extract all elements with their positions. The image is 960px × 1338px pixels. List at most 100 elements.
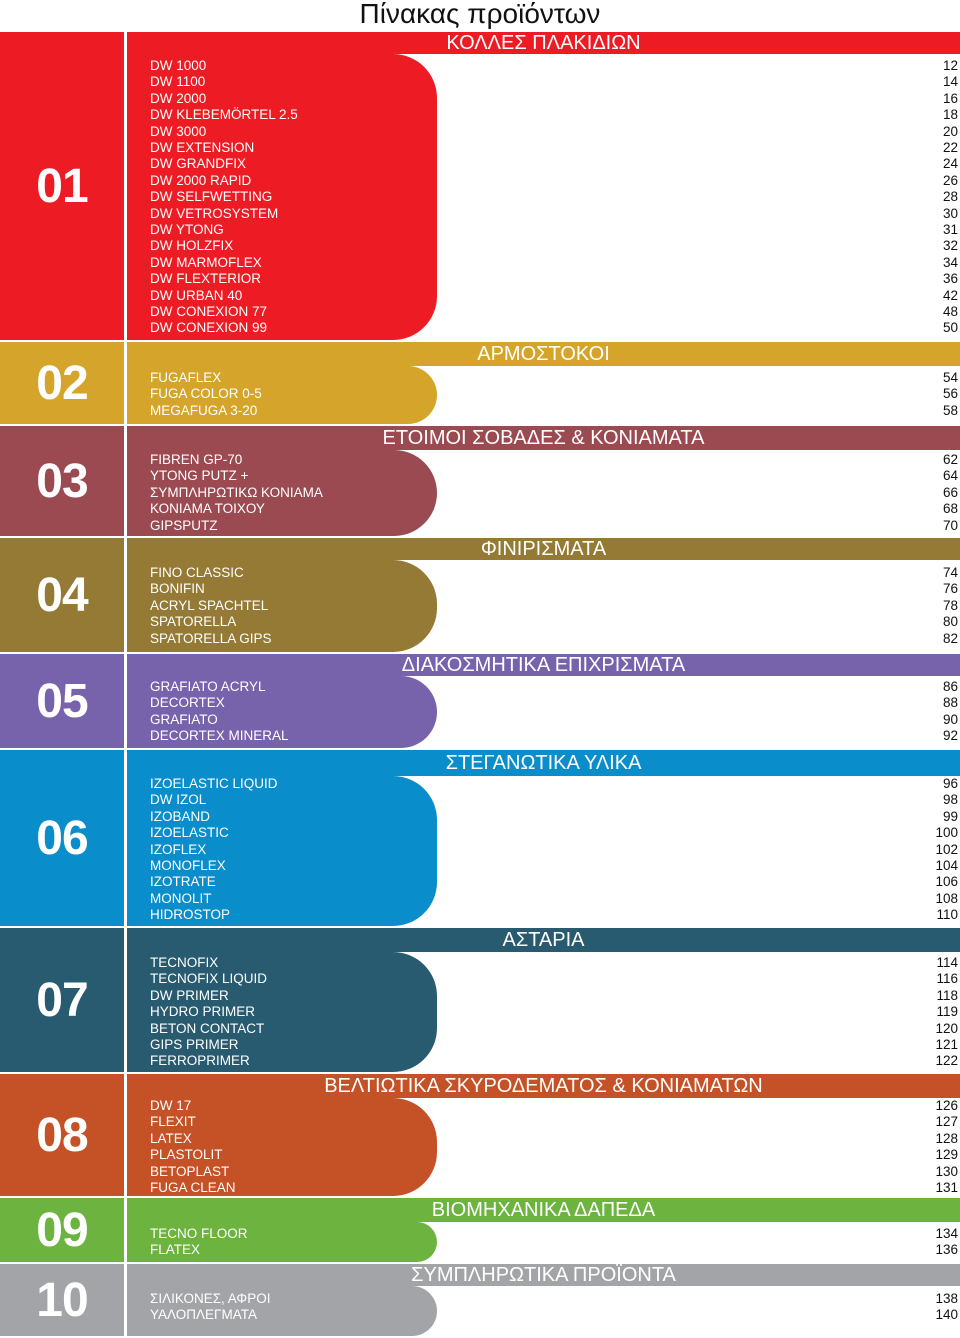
page-title: Πίνακας προϊόντων bbox=[359, 0, 601, 29]
section-number: 09 bbox=[0, 1198, 124, 1262]
page-number: 131 bbox=[935, 1180, 958, 1195]
page-number: 108 bbox=[935, 890, 958, 906]
page-number: 127 bbox=[935, 1114, 958, 1130]
page-number: 99 bbox=[942, 808, 958, 824]
list-item: MONOFLEX 104 bbox=[150, 858, 958, 874]
product-name: FLEXIT bbox=[150, 1114, 196, 1130]
list-item: SPATORELLA 80 bbox=[150, 614, 958, 630]
product-name: HYDRO PRIMER bbox=[150, 1004, 256, 1020]
page-number: 98 bbox=[942, 792, 958, 808]
list-item: DW KLEBEMÖRTEL 2.5 18 bbox=[150, 107, 958, 123]
product-name: IZOELASTIC LIQUID bbox=[150, 776, 278, 791]
product-name: DW URBAN 40 bbox=[150, 287, 243, 303]
product-name: DW 2000 RAPID bbox=[150, 172, 252, 188]
list-item: BETOPLAST 130 bbox=[150, 1164, 958, 1180]
page-number: 54 bbox=[942, 370, 958, 385]
section-panel bbox=[127, 366, 437, 424]
section-number: 06 bbox=[0, 750, 124, 926]
list-item: FUGAFLEX 54 bbox=[150, 370, 958, 386]
product-name: DW IZOL bbox=[150, 792, 207, 808]
page-number: 129 bbox=[935, 1147, 958, 1163]
product-name: FLATEX bbox=[150, 1242, 201, 1258]
page-number: 74 bbox=[942, 565, 958, 580]
product-name: IZOFLEX bbox=[150, 841, 207, 857]
product-name: IZOTRATE bbox=[150, 874, 216, 890]
page-number: 22 bbox=[942, 140, 958, 155]
page-number: 136 bbox=[935, 1242, 958, 1258]
list-item: DW 3000 20 bbox=[150, 124, 958, 140]
page-number: 70 bbox=[942, 517, 958, 533]
product-name: LATEX bbox=[150, 1130, 192, 1146]
list-item: IZOTRATE 106 bbox=[150, 874, 958, 890]
page-number: 31 bbox=[942, 222, 958, 237]
list-item: FUGA CLEAN 131 bbox=[150, 1180, 958, 1196]
list-item: IZOBAND 99 bbox=[150, 809, 958, 825]
product-name: DW KLEBEMÖRTEL 2.5 bbox=[150, 107, 298, 123]
page-number: 122 bbox=[935, 1053, 958, 1069]
page-number: 110 bbox=[936, 907, 958, 923]
section-number: 02 bbox=[0, 342, 124, 424]
page-number: 26 bbox=[942, 172, 958, 188]
product-name: MONOLIT bbox=[150, 890, 212, 906]
section-panel bbox=[127, 1098, 437, 1196]
product-name: DW CONEXION 99 bbox=[150, 320, 268, 336]
list-item: TECNOFIX LIQUID 116 bbox=[150, 971, 958, 987]
product-name: ΥΑΛΟΠΛΕΓΜΑΤΑ bbox=[150, 1307, 257, 1323]
page-number: 96 bbox=[942, 776, 958, 791]
page-number: 50 bbox=[942, 320, 958, 336]
list-item: GIPSPUTZ 70 bbox=[150, 518, 958, 534]
product-name: DW EXTENSION bbox=[150, 140, 255, 155]
page-number: 120 bbox=[935, 1020, 958, 1036]
section-heading: ΣΥΜΠΛΗΡΩΤΙΚΑ ΠΡΟΪΟΝΤΑ bbox=[127, 1264, 960, 1286]
page-number: 90 bbox=[942, 711, 958, 727]
page-number: 68 bbox=[942, 501, 958, 517]
list-item: DW 1100 14 bbox=[150, 74, 958, 90]
list-item: BETON CONTACT 120 bbox=[150, 1021, 958, 1037]
section-number: 08 bbox=[0, 1074, 124, 1196]
product-name: YTONG PUTZ + bbox=[150, 468, 249, 484]
list-item: DW HOLZFIX 32 bbox=[150, 238, 958, 254]
section-number: 07 bbox=[0, 928, 124, 1072]
product-name: DW VETROSYSTEM bbox=[150, 205, 279, 221]
section-heading: ΑΣΤΑΡΙΑ bbox=[127, 928, 960, 952]
list-item: FERROPRIMER 122 bbox=[150, 1053, 958, 1069]
product-name: DW 1100 bbox=[150, 74, 206, 90]
page-number: 14 bbox=[942, 74, 958, 90]
list-item: DW GRANDFIX 24 bbox=[150, 156, 958, 172]
list-item: SPATORELLA GIPS 82 bbox=[150, 631, 958, 647]
list-item: TECNO FLOOR 134 bbox=[150, 1226, 958, 1242]
list-item: FINO CLASSIC 74 bbox=[150, 565, 958, 581]
page-number: 28 bbox=[942, 189, 958, 205]
product-name: MONOFLEX bbox=[150, 858, 226, 873]
list-item: ΣΥΜΠΛΗΡΩΤΙΚΩ ΚΟΝΙΑΜΑ 66 bbox=[150, 485, 958, 501]
section-panel bbox=[127, 952, 437, 1072]
page-number: 130 bbox=[935, 1163, 958, 1179]
product-name: FERROPRIMER bbox=[150, 1053, 250, 1069]
section-heading: ΒΕΛΤΙΩΤΙΚΑ ΣΚΥΡΟΔΕΜΑΤΟΣ & ΚΟΝΙΑΜΑΤΩΝ bbox=[127, 1074, 960, 1098]
product-name: BETOPLAST bbox=[150, 1163, 230, 1179]
product-name: DW HOLZFIX bbox=[150, 238, 234, 254]
page-number: 86 bbox=[942, 679, 958, 694]
page-number: 106 bbox=[935, 874, 958, 890]
list-item: DW URBAN 40 42 bbox=[150, 288, 958, 304]
product-name: FINO CLASSIC bbox=[150, 565, 244, 580]
page-number: 88 bbox=[942, 695, 958, 711]
list-item: HYDRO PRIMER 119 bbox=[150, 1004, 958, 1020]
product-name: TECNOFIX bbox=[150, 955, 219, 970]
product-name: SPATORELLA bbox=[150, 614, 237, 630]
product-name: DW SELFWETTING bbox=[150, 189, 273, 205]
list-item: FUGA COLOR 0-5 56 bbox=[150, 386, 958, 402]
page-number: 30 bbox=[942, 205, 958, 221]
section-panel bbox=[127, 776, 437, 926]
product-name: DW GRANDFIX bbox=[150, 156, 246, 172]
section-panel bbox=[127, 450, 437, 536]
page-number: 114 bbox=[936, 955, 958, 970]
list-item: DW 2000 RAPID 26 bbox=[150, 173, 958, 189]
section-panel bbox=[127, 1286, 437, 1336]
list-item: DW CONEXION 99 50 bbox=[150, 320, 958, 336]
list-item: PLASTOLIT 129 bbox=[150, 1147, 958, 1163]
list-item: DECORTEX MINERAL 92 bbox=[150, 728, 958, 744]
page-number: 48 bbox=[942, 304, 958, 319]
section-number: 04 bbox=[0, 538, 124, 652]
section-heading: ΔΙΑΚΟΣΜΗΤΙΚΑ ΕΠΙΧΡΙΣΜΑΤΑ bbox=[127, 654, 960, 676]
